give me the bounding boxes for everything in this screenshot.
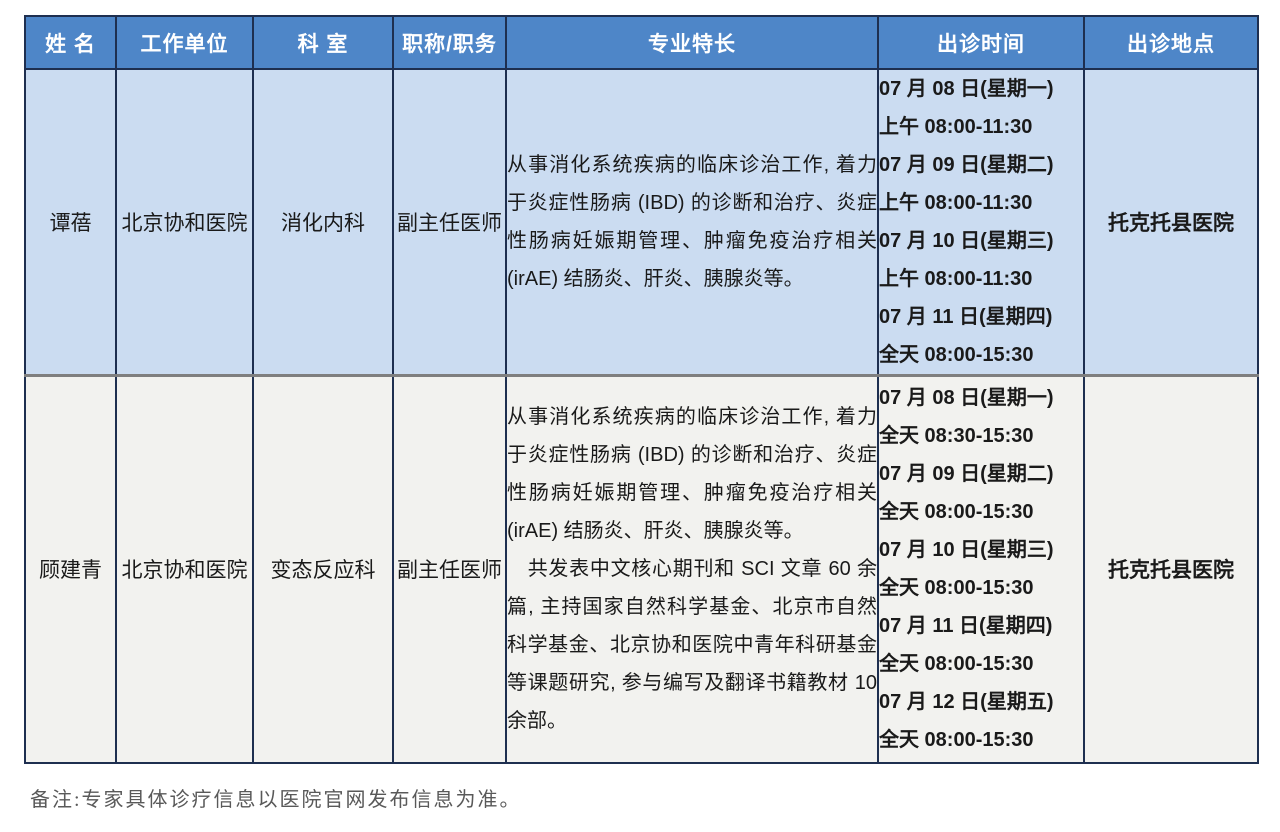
header-title: 职称/职务 [392,15,507,70]
cell-visit-times: 07 月 08 日(星期一) 上午 08:00-11:30 07 月 09 日(… [877,68,1085,377]
header-specialty: 专业特长 [505,15,879,70]
table-row: 顾建青 北京协和医院 变态反应科 副主任医师 从事消化系统疾病的临床诊治工作, … [24,374,1259,764]
cell-work-unit: 北京协和医院 [115,68,254,377]
footnote: 备注:专家具体诊疗信息以医院官网发布信息为准。 [30,789,522,811]
cell-visit-location: 托克托县医院 [1083,68,1259,377]
cell-specialty: 从事消化系统疾病的临床诊治工作, 着力于炎症性肠病 (IBD) 的诊断和治疗、炎… [505,374,879,764]
cell-visit-location: 托克托县医院 [1083,374,1259,764]
cell-doctor-name: 顾建青 [24,374,117,764]
header-visit-time: 出诊时间 [877,15,1085,70]
header-name: 姓 名 [24,15,117,70]
cell-department: 变态反应科 [252,374,394,764]
cell-title: 副主任医师 [392,68,507,377]
header-visit-location: 出诊地点 [1083,15,1259,70]
cell-visit-times: 07 月 08 日(星期一) 全天 08:30-15:30 07 月 09 日(… [877,374,1085,764]
cell-title: 副主任医师 [392,374,507,764]
header-row: 姓 名 工作单位 科 室 职称/职务 专业特长 出诊时间 出诊地点 [24,15,1259,70]
cell-specialty: 从事消化系统疾病的临床诊治工作, 着力于炎症性肠病 (IBD) 的诊断和治疗、炎… [505,68,879,377]
header-work-unit: 工作单位 [115,15,254,70]
header-department: 科 室 [252,15,394,70]
cell-doctor-name: 谭蓓 [24,68,117,377]
table-row: 谭蓓 北京协和医院 消化内科 副主任医师 从事消化系统疾病的临床诊治工作, 着力… [24,68,1259,377]
cell-department: 消化内科 [252,68,394,377]
doctor-schedule-table: 姓 名 工作单位 科 室 职称/职务 专业特长 出诊时间 出诊地点 谭蓓 北京协… [24,15,1259,764]
cell-work-unit: 北京协和医院 [115,374,254,764]
